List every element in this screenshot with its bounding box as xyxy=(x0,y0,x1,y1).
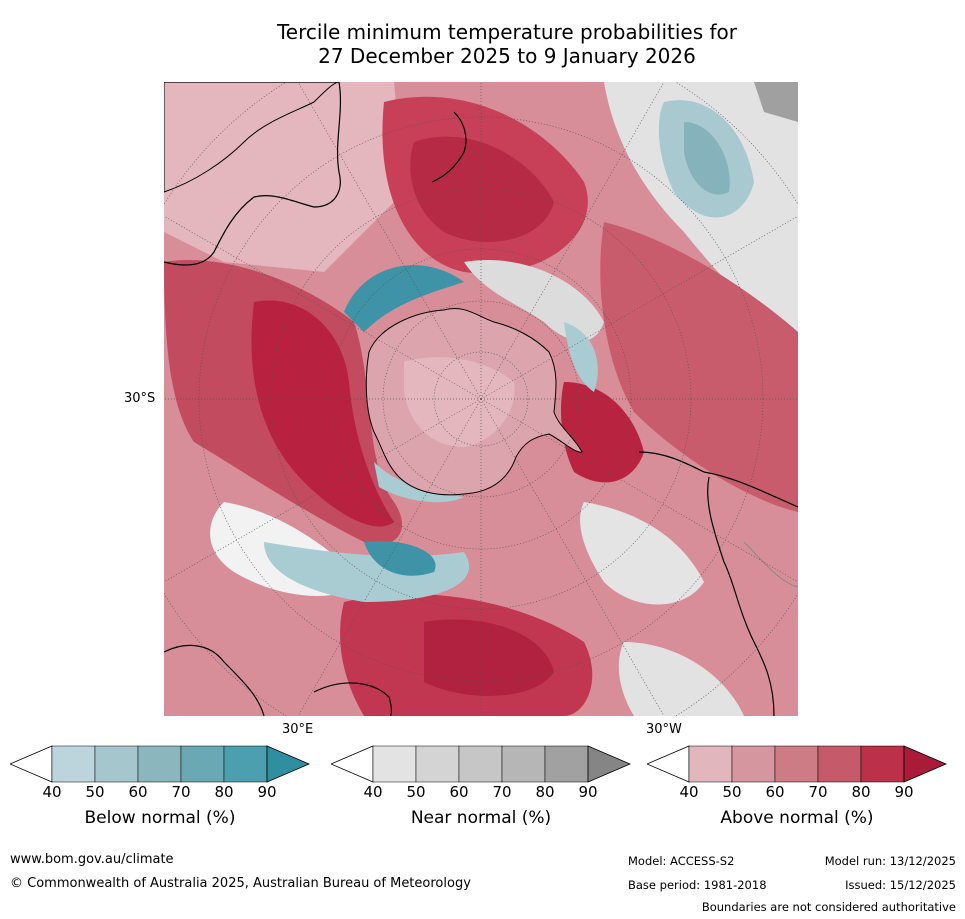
colorbar-segment xyxy=(137,745,182,783)
title-line-1: Tercile minimum temperature probabilitie… xyxy=(276,20,738,44)
field-region xyxy=(600,222,798,512)
colorbar-above-svg xyxy=(647,745,947,783)
colorbar-segment xyxy=(94,745,139,783)
field-region xyxy=(754,82,798,122)
colorbar-tick-label: 50 xyxy=(406,783,426,801)
probability-map xyxy=(164,82,798,716)
south-america-coast xyxy=(638,451,798,508)
colorbar-high-extension xyxy=(903,745,947,783)
colorbar-segment xyxy=(415,745,460,783)
colorbar-tick-label: 70 xyxy=(492,783,512,801)
colorbar-high-extension xyxy=(587,745,631,783)
colorbar-high-extension xyxy=(266,745,310,783)
map-title: Tercile minimum temperature probabilitie… xyxy=(0,20,965,68)
colorbar-segment xyxy=(731,745,776,783)
colorbar-segment xyxy=(372,745,417,783)
colorbar-low-extension xyxy=(331,745,374,783)
colorbar-segment xyxy=(458,745,503,783)
field-region xyxy=(424,619,554,696)
colorbar-tick-label: 70 xyxy=(171,783,191,801)
field-region xyxy=(404,357,515,447)
colorbar-tick-label: 90 xyxy=(894,783,914,801)
website-link[interactable]: www.bom.gov.au/climate xyxy=(10,852,174,867)
graticule xyxy=(164,82,798,716)
colorbar-segment xyxy=(223,745,268,783)
colorbar-segment xyxy=(51,745,96,783)
field-region xyxy=(561,382,644,483)
base-period-text: Base period: 1981-2018 xyxy=(628,878,767,892)
australia-coast-south xyxy=(164,82,342,266)
colorbar-tick-label: 50 xyxy=(722,783,742,801)
field-region xyxy=(564,322,598,392)
colorbar-tick-label: 80 xyxy=(214,783,234,801)
colorbar-tick-label: 90 xyxy=(578,783,598,801)
colorbar-tick-label: 60 xyxy=(128,783,148,801)
longitude-label-30w: 30°W xyxy=(646,722,682,737)
field-region xyxy=(684,122,730,195)
model-run-text: Model run: 13/12/2025 xyxy=(824,854,956,868)
colorbar-segment xyxy=(180,745,225,783)
disclaimer-text: Boundaries are not considered authoritat… xyxy=(701,900,956,914)
colorbar-low-extension xyxy=(10,745,53,783)
colorbar-near xyxy=(331,744,631,784)
colorbar-segment xyxy=(774,745,819,783)
colorbar-near-svg xyxy=(331,745,631,783)
longitude-label-30e: 30°E xyxy=(282,722,314,737)
colorbar-segment xyxy=(688,745,733,783)
colorbar-low-extension xyxy=(647,745,690,783)
colorbar-tick-label: 80 xyxy=(535,783,555,801)
colorbar-segment xyxy=(817,745,862,783)
field-region xyxy=(464,260,604,341)
colorbar-below-title: Below normal (%) xyxy=(84,808,236,828)
colorbar-segment xyxy=(501,745,546,783)
colorbar-tick-label: 60 xyxy=(765,783,785,801)
colorbar-segment xyxy=(544,745,589,783)
field-region xyxy=(364,541,436,576)
field-region xyxy=(618,642,744,716)
model-text: Model: ACCESS-S2 xyxy=(628,854,735,868)
colorbar-tick-label: 40 xyxy=(679,783,699,801)
south-america-coast-east xyxy=(707,476,775,716)
colorbar-below xyxy=(10,744,310,784)
colorbar-below-svg xyxy=(10,745,310,783)
field-region xyxy=(374,462,464,503)
field-region xyxy=(580,502,704,605)
field-region xyxy=(344,265,464,332)
colorbar-tick-label: 70 xyxy=(808,783,828,801)
country-border xyxy=(743,541,798,588)
colorbar-tick-label: 60 xyxy=(449,783,469,801)
title-line-2: 27 December 2025 to 9 January 2026 xyxy=(318,44,696,68)
field-region xyxy=(164,82,404,272)
madagascar-coast xyxy=(313,682,392,716)
latitude-label-30s: 30°S xyxy=(124,391,156,406)
issued-text: Issued: 15/12/2025 xyxy=(845,878,956,892)
new-zealand-coast xyxy=(431,111,467,183)
colorbar-segment xyxy=(860,745,905,783)
map-svg xyxy=(164,82,798,716)
australia-coast xyxy=(164,82,340,193)
colorbar-tick-label: 90 xyxy=(257,783,277,801)
colorbar-tick-label: 40 xyxy=(42,783,62,801)
copyright-text: © Commonwealth of Australia 2025, Austra… xyxy=(10,876,471,891)
colorbar-near-title: Near normal (%) xyxy=(410,808,552,828)
colorbar-above-title: Above normal (%) xyxy=(720,808,874,828)
colorbar-tick-label: 50 xyxy=(85,783,105,801)
colorbar-above xyxy=(647,744,947,784)
colorbar-tick-label: 40 xyxy=(363,783,383,801)
colorbar-tick-label: 80 xyxy=(851,783,871,801)
africa-coast xyxy=(164,644,265,716)
